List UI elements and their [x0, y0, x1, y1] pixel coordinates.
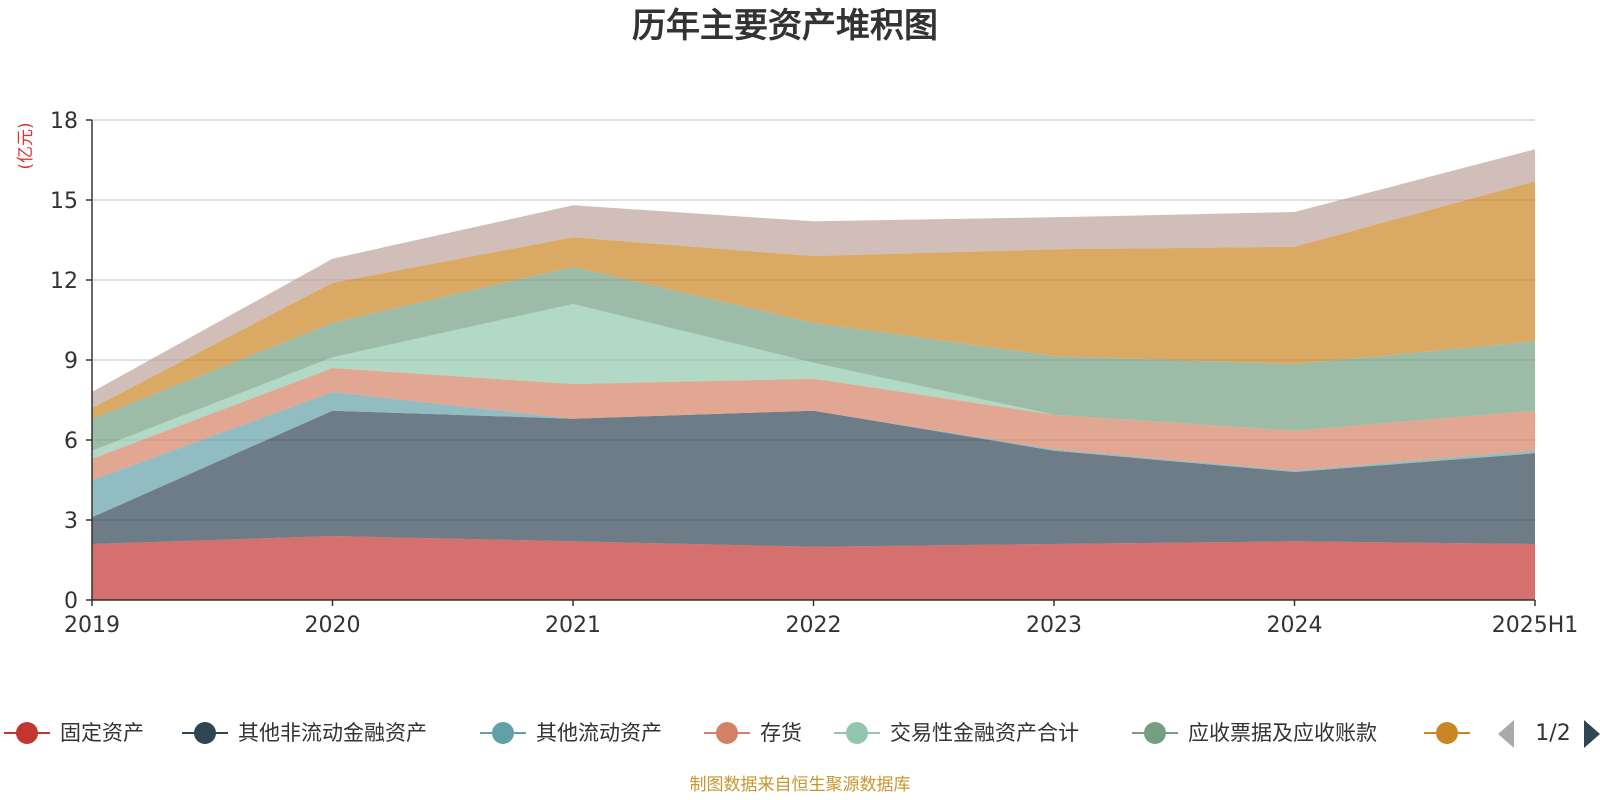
legend-label: 应收票据及应收账款: [1188, 721, 1377, 745]
area-series-7[interactable]: [92, 181, 1535, 419]
y-tick-label: 6: [64, 429, 78, 454]
axes: 0 3 6 9 12 15 18 2019 2020 2021 2022 2023 2024 2025H1: [50, 109, 1578, 638]
area-series-5[interactable]: [92, 304, 1535, 459]
x-tick-label: 2022: [786, 613, 842, 638]
y-axis-unit-label: (亿元): [16, 122, 36, 169]
legend-item-1[interactable]: 固定资产: [4, 721, 144, 745]
legend: 固定资产 其他非流动金融资产 其他流动资产 存货 交易性金融资产合计 应收票据及应收账款 1…: [4, 720, 1600, 748]
legend-label: 其他非流动金融资产: [238, 721, 427, 745]
legend-label: 存货: [760, 721, 802, 745]
legend-item-4[interactable]: 存货: [704, 721, 802, 745]
triangle-left-icon[interactable]: [1498, 720, 1514, 748]
y-tick-label: 18: [50, 109, 78, 134]
legend-label: 交易性金融资产合计: [890, 721, 1079, 745]
x-tick-label: 2021: [545, 613, 601, 638]
x-tick-label: 2019: [64, 613, 120, 638]
legend-item-2[interactable]: 其他非流动金融资产: [182, 721, 427, 745]
y-tick-label: 12: [50, 269, 78, 294]
legend-marker-icon: [1436, 722, 1458, 744]
area-series-6[interactable]: [92, 266, 1535, 451]
legend-marker-icon: [16, 722, 38, 744]
y-tick-label: 3: [64, 509, 78, 534]
legend-item-7[interactable]: [1424, 722, 1470, 744]
legend-item-6[interactable]: 应收票据及应收账款: [1132, 721, 1377, 745]
x-tick-label: 2025H1: [1492, 613, 1579, 638]
y-tick-label: 0: [64, 589, 78, 614]
legend-marker-icon: [1144, 722, 1166, 744]
triangle-right-icon[interactable]: [1584, 720, 1600, 748]
area-series-4[interactable]: [92, 368, 1535, 480]
legend-marker-icon: [194, 722, 216, 744]
area-series-group: [92, 149, 1535, 600]
data-source-note: 制图数据来自恒生聚源数据库: [690, 775, 911, 795]
legend-page-indicator: 1/2: [1535, 721, 1570, 746]
area-series-1[interactable]: [92, 536, 1535, 600]
area-series-2[interactable]: [92, 410, 1535, 547]
legend-marker-icon: [846, 722, 868, 744]
legend-label: 固定资产: [60, 721, 144, 745]
legend-marker-icon: [716, 722, 738, 744]
legend-marker-icon: [492, 722, 514, 744]
x-tick-label: 2024: [1267, 613, 1323, 638]
legend-item-5[interactable]: 交易性金融资产合计: [834, 721, 1079, 745]
x-tick-label: 2023: [1026, 613, 1082, 638]
y-tick-label: 9: [64, 349, 78, 374]
legend-label: 其他流动资产: [536, 721, 662, 745]
legend-item-3[interactable]: 其他流动资产: [480, 721, 662, 745]
y-tick-label: 15: [50, 189, 78, 214]
chart-title: 历年主要资产堆积图: [632, 6, 938, 46]
x-tick-label: 2020: [305, 613, 361, 638]
